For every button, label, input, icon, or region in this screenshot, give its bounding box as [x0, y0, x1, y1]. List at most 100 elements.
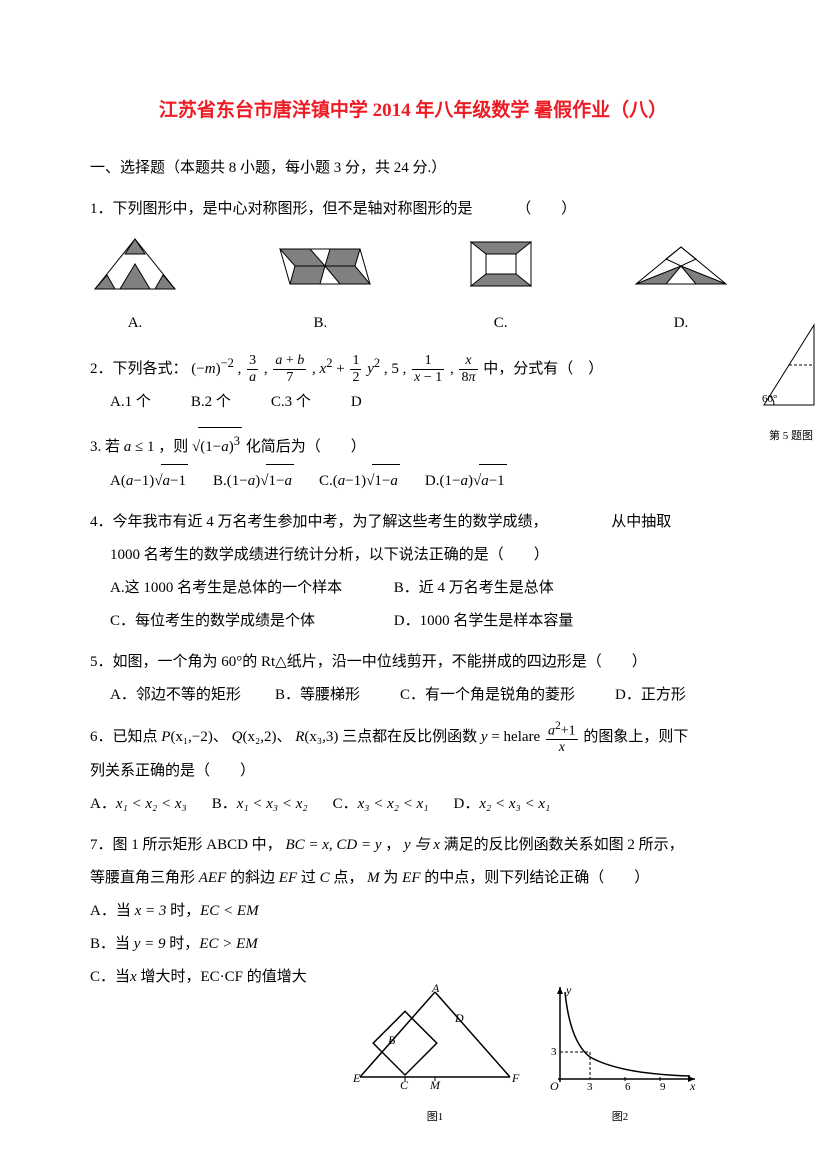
- q7-m: M: [367, 870, 380, 886]
- q2-opt-a: A.1 个: [110, 386, 151, 419]
- q7-l2d: 点，: [333, 870, 363, 886]
- q2-y2: y2 , 5 ,: [367, 361, 410, 377]
- svg-text:3: 3: [587, 1081, 593, 1092]
- q7-l2c: 过: [301, 870, 320, 886]
- q1-figures: A. B. C. D.: [90, 234, 736, 340]
- q2-opt-d: D: [351, 386, 362, 419]
- q7-aef: AEF: [199, 870, 227, 886]
- q3-opt-c: C.(a−1)1−a: [319, 464, 400, 498]
- q4-opt-a: A.这 1000 名考生是总体的一个样本: [110, 572, 390, 605]
- q5-figure: 60° 第 5 题图: [746, 320, 826, 448]
- q6-line2: 列关系正确的是（ ）: [90, 755, 736, 788]
- q6-stem-c: 的图象上，则下: [583, 729, 688, 745]
- q1-fig-d: D.: [626, 239, 736, 340]
- q2-frac2: a + b7: [273, 353, 306, 385]
- q3-stem-a: 3. 若: [90, 439, 120, 455]
- q6-x3: (x₃,3): [304, 729, 338, 745]
- svg-text:y: y: [565, 983, 572, 997]
- svg-text:B: B: [388, 1033, 396, 1047]
- q5-stem: 5．如图，一个角为 60°的 Rt△纸片，沿一中位线剪开，不能拼成的四边形是（ …: [90, 646, 736, 679]
- q1-fig-c: C.: [461, 234, 541, 340]
- question-5: 5．如图，一个角为 60°的 Rt△纸片，沿一中位线剪开，不能拼成的四边形是（ …: [90, 646, 736, 712]
- q7-fig2-label: 图2: [540, 1105, 700, 1129]
- question-2: 2．下列各式： (−m)−2 , 3a , a + b7 , x2 + 12 y…: [90, 350, 736, 419]
- page-title: 江苏省东台市唐洋镇中学 2014 年八年级数学 暑假作业（八）: [90, 90, 736, 132]
- q2-expr: (−m)−2 ,: [191, 361, 245, 377]
- q6-opt-a: A．x₁ < x₂ < x₃: [90, 788, 187, 821]
- q7-fig2: 3 3 6 9 x y O 图2: [540, 982, 700, 1129]
- q7-l2f: 的中点，则下列结论正确（ ）: [424, 870, 649, 886]
- q6-y: y: [481, 729, 488, 745]
- q7-opt-a: A．当 x = 3 时，EC < EM: [90, 895, 340, 928]
- q2-frac4: 1x − 1: [412, 353, 444, 385]
- q3-opt-b: B.(1−a)1−a: [213, 464, 294, 498]
- q7-xy: y 与 x: [404, 837, 440, 853]
- q7-figures: A E F C M B D 图1 3 3 6 9 x y O: [350, 982, 700, 1129]
- q4-line1: 4．今年我市有近 4 万名考生参加中考，为了解这些考生的数学成绩，: [90, 514, 548, 530]
- q2-options: A.1 个 B.2 个 C.3 个 D: [90, 386, 736, 419]
- q5-opt-b: B．等腰梯形: [275, 679, 375, 712]
- q7-c: C: [320, 870, 330, 886]
- q6-opt-c: C．x₃ < x₂ < x₁: [333, 788, 429, 821]
- q6-opt-b: B．x₁ < x₃ < x₂: [212, 788, 308, 821]
- question-3: 3. 若 a ≤ 1 ，则 (1−a)3 化简后为（ ） A(a−1)a−1 B…: [90, 427, 736, 498]
- comma: ,: [450, 361, 458, 377]
- q3-options: A(a−1)a−1 B.(1−a)1−a C.(a−1)1−a D.(1−a)a…: [90, 464, 736, 498]
- q4-line2: 1000 名考生的数学成绩进行统计分析，以下说法正确的是（ ）: [90, 539, 736, 572]
- comma: , x2 +: [312, 361, 348, 377]
- svg-text:3: 3: [551, 1046, 557, 1058]
- q3-opt-a: A(a−1)a−1: [110, 464, 188, 498]
- question-7: 7．图 1 所示矩形 ABCD 中， BC = x, CD = y ， y 与 …: [90, 829, 736, 994]
- svg-text:9: 9: [660, 1081, 666, 1092]
- q3-stem-c: 化简后为（ ）: [246, 439, 366, 455]
- q1-label-c: C.: [461, 307, 541, 340]
- q7-opt-c: C．当x 增大时，EC·CF 的值增大: [90, 961, 340, 994]
- q7-ef2: EF: [402, 870, 420, 886]
- q6-x2: (x₂,2): [242, 729, 276, 745]
- q1-label-d: D.: [626, 307, 736, 340]
- q1-label-b: B.: [265, 307, 375, 340]
- q7-ef: EF: [279, 870, 297, 886]
- q6-stem-a: 6．已知点: [90, 729, 161, 745]
- q6-q: Q: [232, 729, 243, 745]
- blank-paren: （ ）: [516, 201, 576, 217]
- q2-frac5: x8π: [459, 353, 477, 385]
- svg-text:F: F: [511, 1071, 520, 1085]
- q5-opt-c: C．有一个角是锐角的菱形: [400, 679, 590, 712]
- q6-frac: a2+1x: [546, 720, 578, 755]
- q2-stem-a: 2．下列各式：: [90, 361, 188, 377]
- q3-opt-d: D.(1−a)a−1: [425, 464, 507, 498]
- section-header: 一、选择题（本题共 8 小题，每小题 3 分，共 24 分.）: [90, 152, 736, 185]
- q6-x1: (x₁,−2): [170, 729, 212, 745]
- q6-options: A．x₁ < x₂ < x₃ B．x₁ < x₃ < x₂ C．x₃ < x₂ …: [90, 788, 736, 821]
- q4-opt-b: B．近 4 万名考生是总体: [394, 580, 554, 596]
- q5-opt-d: D．正方形: [615, 679, 686, 712]
- q3-stem-b: ，则: [158, 439, 188, 455]
- q7-l2b: 的斜边: [230, 870, 279, 886]
- question-1: 1．下列图形中，是中心对称图形，但不是轴对称图形的是 （ ）: [90, 193, 736, 226]
- comma: ,: [264, 361, 272, 377]
- q2-opt-c: C.3 个: [271, 386, 311, 419]
- svg-text:O: O: [550, 1079, 559, 1092]
- q5-fig-label: 第 5 题图: [746, 424, 826, 448]
- question-4: 4．今年我市有近 4 万名考生参加中考，为了解这些考生的数学成绩， 从中抽取 1…: [90, 506, 736, 638]
- q1-fig-b: B.: [265, 239, 375, 340]
- q7-l2a: 等腰直角三角形: [90, 870, 199, 886]
- q6-stem-b: 三点都在反比例函数: [342, 729, 481, 745]
- question-6: 6．已知点 P(x₁,−2)、 Q(x₂,2)、 R(x₃,3) 三点都在反比例…: [90, 720, 736, 821]
- q2-frac1: 3a: [247, 353, 258, 385]
- svg-text:60°: 60°: [762, 393, 777, 405]
- q7-l1b: ，: [385, 837, 400, 853]
- q7-l1a: 7．图 1 所示矩形 ABCD 中，: [90, 837, 282, 853]
- q1-fig-a: A.: [90, 234, 180, 340]
- q4-opt-c: C．每位考生的数学成绩是个体: [110, 605, 390, 638]
- q7-bc: BC = x, CD = y: [285, 837, 381, 853]
- q4-row2: C．每位考生的数学成绩是个体 D．1000 名学生是样本容量: [90, 605, 736, 638]
- q7-fig1: A E F C M B D 图1: [350, 982, 520, 1129]
- q3-le: ≤ 1: [135, 439, 154, 455]
- q4-row1: A.这 1000 名考生是总体的一个样本 B．近 4 万名考生是总体: [90, 572, 736, 605]
- q6-opt-d: D．x₂ < x₃ < x₁: [454, 788, 551, 821]
- q2-opt-b: B.2 个: [191, 386, 231, 419]
- q7-fig1-label: 图1: [350, 1105, 520, 1129]
- q7-opt-b: B．当 y = 9 时，EC > EM: [90, 928, 340, 961]
